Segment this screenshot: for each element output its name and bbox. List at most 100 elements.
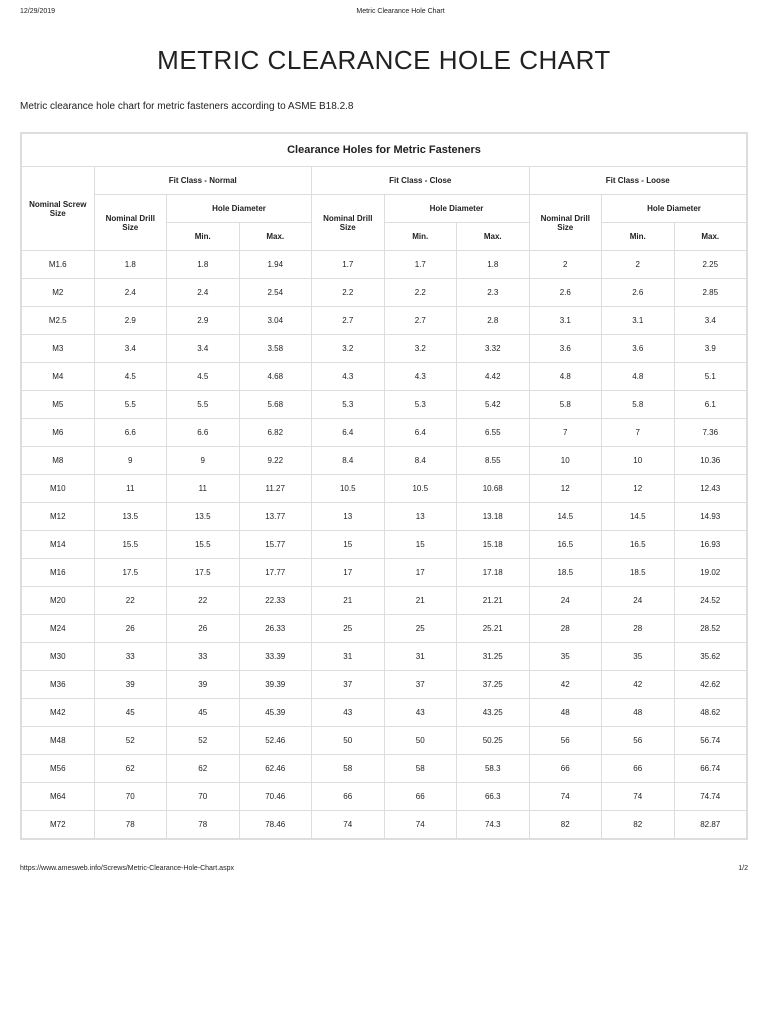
cell: 16.5: [529, 531, 602, 559]
cell: 6.82: [239, 419, 312, 447]
cell: 1.8: [94, 251, 167, 279]
cell: 66: [312, 783, 385, 811]
cell: 2.9: [94, 307, 167, 335]
cell: 78: [94, 811, 167, 839]
col-max: Max.: [674, 223, 747, 251]
table-row: M30333333.39313131.25353535.62: [22, 643, 747, 671]
cell: 4.8: [602, 363, 675, 391]
cell: 5.68: [239, 391, 312, 419]
cell: 2.85: [674, 279, 747, 307]
cell: 3.9: [674, 335, 747, 363]
cell: 13.5: [94, 503, 167, 531]
header-spacer: [746, 8, 748, 15]
cell: M20: [22, 587, 95, 615]
cell: 3.04: [239, 307, 312, 335]
cell: 39: [94, 671, 167, 699]
cell: 66: [529, 755, 602, 783]
cell: 4.42: [457, 363, 530, 391]
cell: 13: [384, 503, 457, 531]
cell: 3.4: [94, 335, 167, 363]
cell: 82.87: [674, 811, 747, 839]
cell: 74: [312, 811, 385, 839]
cell: 13.18: [457, 503, 530, 531]
cell: 58: [312, 755, 385, 783]
cell: 3.1: [529, 307, 602, 335]
col-fit-close: Fit Class - Close: [312, 167, 530, 195]
col-drill-normal: Nominal Drill Size: [94, 195, 167, 251]
cell: 4.3: [312, 363, 385, 391]
cell: 5.3: [312, 391, 385, 419]
cell: 11.27: [239, 475, 312, 503]
cell: 15.18: [457, 531, 530, 559]
cell: 25.21: [457, 615, 530, 643]
cell: M48: [22, 727, 95, 755]
cell: M72: [22, 811, 95, 839]
cell: 16.93: [674, 531, 747, 559]
table-row: M42454545.39434343.25484848.62: [22, 699, 747, 727]
cell: 43.25: [457, 699, 530, 727]
cell: 5.42: [457, 391, 530, 419]
cell: 13.5: [167, 503, 240, 531]
cell: 3.6: [602, 335, 675, 363]
table-row: M66.66.66.826.46.46.55777.36: [22, 419, 747, 447]
cell: 8.55: [457, 447, 530, 475]
page-footer: https://www.amesweb.info/Screws/Metric-C…: [20, 865, 748, 872]
cell: 66: [384, 783, 457, 811]
cell: M24: [22, 615, 95, 643]
cell: 3.2: [384, 335, 457, 363]
cell: 37: [312, 671, 385, 699]
table-row: M36393939.39373737.25424242.62: [22, 671, 747, 699]
cell: 58: [384, 755, 457, 783]
cell: 48.62: [674, 699, 747, 727]
cell: 42: [602, 671, 675, 699]
table-row: M24262626.33252525.21282828.52: [22, 615, 747, 643]
table-row: M72787878.46747474.3828282.87: [22, 811, 747, 839]
cell: 7: [529, 419, 602, 447]
cell: 3.1: [602, 307, 675, 335]
cell: 70: [94, 783, 167, 811]
cell: 37: [384, 671, 457, 699]
cell: 62: [167, 755, 240, 783]
table-row: M33.43.43.583.23.23.323.63.63.9: [22, 335, 747, 363]
cell: 45: [94, 699, 167, 727]
cell: 12: [529, 475, 602, 503]
col-min: Min.: [384, 223, 457, 251]
cell: 2.9: [167, 307, 240, 335]
cell: 3.4: [167, 335, 240, 363]
cell: 28: [529, 615, 602, 643]
cell: 74: [529, 783, 602, 811]
cell: 66.3: [457, 783, 530, 811]
cell: 2.4: [167, 279, 240, 307]
col-screw-size: Nominal Screw Size: [22, 167, 95, 251]
cell: 3.6: [529, 335, 602, 363]
cell: 10: [602, 447, 675, 475]
cell: 5.1: [674, 363, 747, 391]
footer-page: 1/2: [738, 865, 748, 872]
cell: 82: [602, 811, 675, 839]
cell: 31: [312, 643, 385, 671]
cell: 24: [529, 587, 602, 615]
cell: 3.58: [239, 335, 312, 363]
cell: 18.5: [602, 559, 675, 587]
cell: 45: [167, 699, 240, 727]
cell: 6.6: [167, 419, 240, 447]
cell: M6: [22, 419, 95, 447]
cell: 52.46: [239, 727, 312, 755]
cell: 21: [312, 587, 385, 615]
cell: 22: [94, 587, 167, 615]
cell: 24: [602, 587, 675, 615]
cell: 22: [167, 587, 240, 615]
table-row: M20222222.33212121.21242424.52: [22, 587, 747, 615]
cell: 1.8: [457, 251, 530, 279]
cell: 6.6: [94, 419, 167, 447]
cell: 42.62: [674, 671, 747, 699]
cell: M4: [22, 363, 95, 391]
table-row: M56626262.46585858.3666666.74: [22, 755, 747, 783]
cell: 50: [384, 727, 457, 755]
cell: 17: [312, 559, 385, 587]
cell: 2.6: [602, 279, 675, 307]
cell: 17.18: [457, 559, 530, 587]
cell: M14: [22, 531, 95, 559]
cell: 3.32: [457, 335, 530, 363]
cell: 7.36: [674, 419, 747, 447]
